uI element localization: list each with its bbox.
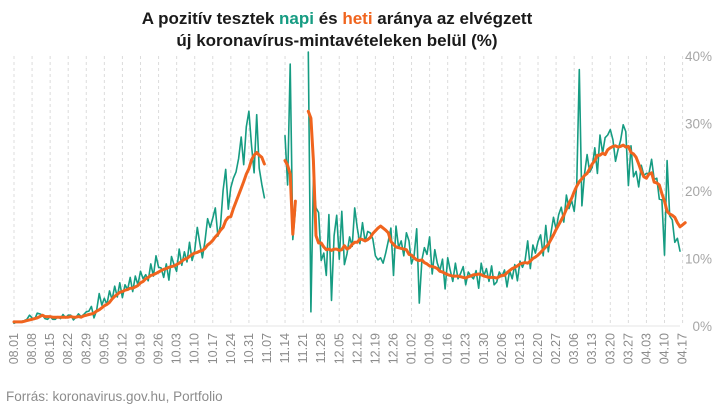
x-tick-label: 12.05 [332,333,346,364]
x-tick-label: 01.23 [459,333,473,364]
x-tick-label: 12.19 [368,333,382,364]
x-tick-label: 04.10 [658,333,672,364]
y-tick-label: 10% [685,252,712,267]
title-part-weekly: heti [342,9,372,28]
chart-title-line-1: A pozitív tesztek napi és heti aránya az… [142,9,533,28]
title-part: és [314,9,342,28]
x-tick-label: 09.12 [115,333,129,364]
x-tick-label: 10.03 [170,333,184,364]
title-part: A pozitív tesztek [142,9,279,28]
x-tick-label: 03.13 [585,333,599,364]
series-daily [13,51,681,325]
x-tick-label: 09.19 [133,333,147,364]
x-tick-label: 04.03 [639,333,653,364]
chart-title-line-2: új koronavírus-mintavételeken belül (%) [176,31,497,50]
x-axis-ticks: 08.01 08.08 08.15 08.22 08.29 09.05 09.12 09.19… [7,333,690,364]
series-daily-line [307,51,681,313]
y-tick-label: 40% [685,49,712,64]
series-weekly-line [283,159,297,236]
source-note: Forrás: koronavirus.gov.hu, Portfolio [6,389,223,404]
x-tick-label: 02.20 [531,333,545,364]
x-tick-label: 12.26 [386,333,400,364]
x-tick-label: 01.30 [477,333,491,364]
x-tick-label: 02.06 [495,333,509,364]
x-tick-label: 09.26 [152,333,166,364]
x-tick-label: 08.29 [79,333,93,364]
x-tick-label: 03.06 [567,333,581,364]
series-lines [12,51,687,325]
series-weekly-line [12,151,266,324]
x-tick-label: 10.10 [188,333,202,364]
y-tick-label: 0% [692,319,712,334]
x-tick-label: 11.28 [314,333,328,363]
x-tick-label: 11.21 [296,333,310,363]
x-tick-label: 11.07 [260,333,274,363]
series-daily-line [13,110,266,325]
x-tick-label: 09.05 [97,333,111,364]
x-tick-label: 08.01 [7,333,21,364]
y-tick-label: 20% [685,184,712,199]
x-tick-label: 04.17 [676,333,690,364]
x-tick-label: 02.27 [549,333,563,364]
x-tick-label: 10.17 [206,333,220,364]
x-tick-label: 03.20 [603,333,617,364]
x-tick-label: 11.14 [278,333,292,363]
title-part: aránya az elvégzett [373,9,533,28]
x-tick-label: 02.13 [513,333,527,364]
x-tick-label: 01.16 [441,333,455,364]
y-tick-label: 30% [685,117,712,132]
x-tick-label: 12.12 [350,333,364,364]
x-tick-label: 10.24 [224,333,238,364]
series-weekly-line [306,109,687,280]
x-tick-label: 03.27 [621,333,635,364]
series-weekly [12,109,687,324]
x-tick-label: 10.31 [242,333,256,364]
x-tick-label: 08.08 [25,333,39,364]
y-axis-ticks: 0% 10% 20% 30% 40% [685,49,712,334]
title-part-daily: napi [279,9,314,28]
x-tick-label: 01.09 [423,333,437,364]
x-tick-label: 08.22 [61,333,75,364]
x-tick-label: 01.02 [405,333,419,364]
x-tick-label: 08.15 [43,333,57,364]
